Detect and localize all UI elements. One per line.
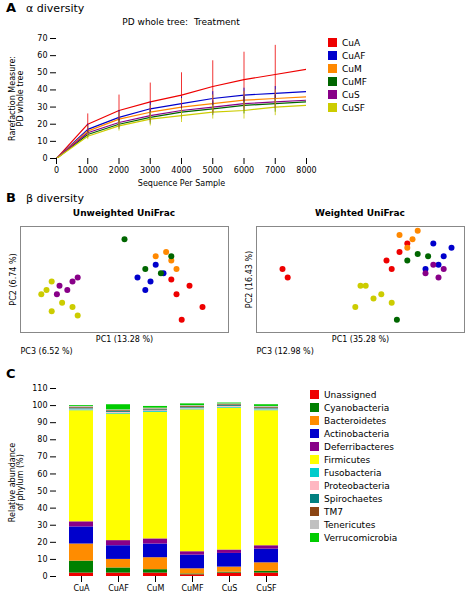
html-text:PD whole tree: Treatment: PD whole tree: Treatment bbox=[122, 17, 240, 27]
svg-text:PC3 (6.52 %): PC3 (6.52 %) bbox=[21, 347, 73, 356]
html-text:CuSF: CuSF bbox=[342, 102, 365, 113]
svg-text:CuMF: CuMF bbox=[181, 584, 204, 593]
svg-text:5000: 5000 bbox=[203, 166, 223, 175]
svg-text:0: 0 bbox=[42, 154, 47, 163]
svg-text:40: 40 bbox=[37, 85, 47, 94]
svg-text:50: 50 bbox=[37, 487, 47, 496]
svg-text:CuS: CuS bbox=[222, 584, 238, 593]
svg-text:30: 30 bbox=[37, 103, 47, 112]
svg-text:10: 10 bbox=[37, 555, 47, 564]
html-text:Spirochaetes: Spirochaetes bbox=[324, 493, 383, 504]
svg-text:PC1 (35.28 %): PC1 (35.28 %) bbox=[332, 335, 389, 344]
html-text:Weighted UniFrac: Weighted UniFrac bbox=[315, 208, 405, 218]
html-text:Fusobacteria: Fusobacteria bbox=[324, 467, 382, 478]
svg-text:CuM: CuM bbox=[147, 584, 165, 593]
html-text:Firmicutes: Firmicutes bbox=[324, 454, 371, 465]
svg-text:60: 60 bbox=[37, 470, 47, 479]
html-text:CuAF: CuAF bbox=[342, 50, 366, 61]
svg-text:60: 60 bbox=[37, 51, 47, 60]
svg-text:30: 30 bbox=[37, 521, 47, 530]
html-text:Unweighted UniFrac: Unweighted UniFrac bbox=[72, 208, 176, 218]
svg-text:4000: 4000 bbox=[171, 166, 191, 175]
svg-text:1000: 1000 bbox=[78, 166, 98, 175]
html-text:CuS: CuS bbox=[342, 89, 360, 100]
svg-text:20: 20 bbox=[37, 120, 47, 129]
html-text:Tenericutes: Tenericutes bbox=[324, 519, 376, 530]
html-text:Unassigned: Unassigned bbox=[324, 389, 377, 400]
svg-text:3000: 3000 bbox=[140, 166, 160, 175]
html-text:CuMF: CuMF bbox=[342, 76, 367, 87]
html-text:C: C bbox=[6, 366, 16, 381]
html-text:TM7: TM7 bbox=[324, 506, 343, 517]
html-text:B: B bbox=[6, 190, 16, 205]
svg-text:Rarefaction Measure:PD whole t: Rarefaction Measure:PD whole tree bbox=[8, 56, 25, 141]
html-text:β diversity: β diversity bbox=[25, 192, 84, 205]
html-text:CuM: CuM bbox=[342, 63, 362, 74]
svg-text:0: 0 bbox=[54, 166, 59, 175]
svg-text:8000: 8000 bbox=[296, 166, 316, 175]
html-text:Actinobacteria: Actinobacteria bbox=[324, 428, 390, 439]
svg-text:PC1 (13.28 %): PC1 (13.28 %) bbox=[96, 335, 153, 344]
html-text:Verrucomicrobia: Verrucomicrobia bbox=[324, 532, 398, 543]
svg-text:PC3 (12.98 %): PC3 (12.98 %) bbox=[257, 347, 314, 356]
svg-text:70: 70 bbox=[37, 34, 47, 43]
svg-text:PC2 (6.74 %): PC2 (6.74 %) bbox=[9, 253, 18, 305]
svg-text:CuSF: CuSF bbox=[256, 584, 277, 593]
svg-text:7000: 7000 bbox=[265, 166, 285, 175]
html-text:CuA: CuA bbox=[342, 37, 361, 48]
svg-text:10: 10 bbox=[37, 137, 47, 146]
html-text:A: A bbox=[6, 0, 17, 15]
svg-text:90: 90 bbox=[37, 418, 47, 427]
svg-text:CuAF: CuAF bbox=[108, 584, 129, 593]
html-text:α diversity: α diversity bbox=[26, 2, 85, 15]
svg-text:0: 0 bbox=[42, 572, 47, 581]
svg-text:Relative abundanceof phylum (%: Relative abundanceof phylum (%) bbox=[8, 443, 25, 522]
svg-text:Sequence Per Sample: Sequence Per Sample bbox=[138, 179, 225, 188]
svg-text:80: 80 bbox=[37, 435, 47, 444]
svg-text:6000: 6000 bbox=[234, 166, 254, 175]
html-text:Deferribacteres: Deferribacteres bbox=[324, 441, 394, 452]
svg-text:CuA: CuA bbox=[73, 584, 90, 593]
html-text:Bacteroidetes: Bacteroidetes bbox=[324, 415, 387, 426]
html-text:Proteobacteria: Proteobacteria bbox=[324, 480, 390, 491]
svg-text:2000: 2000 bbox=[109, 166, 129, 175]
svg-text:40: 40 bbox=[37, 504, 47, 513]
svg-text:20: 20 bbox=[37, 538, 47, 547]
svg-text:110: 110 bbox=[32, 384, 47, 393]
html-text:Cyanobacteria: Cyanobacteria bbox=[324, 402, 390, 413]
svg-text:100: 100 bbox=[32, 401, 47, 410]
svg-text:50: 50 bbox=[37, 68, 47, 77]
svg-text:70: 70 bbox=[37, 452, 47, 461]
svg-text:PC2 (16.43 %): PC2 (16.43 %) bbox=[245, 251, 254, 308]
